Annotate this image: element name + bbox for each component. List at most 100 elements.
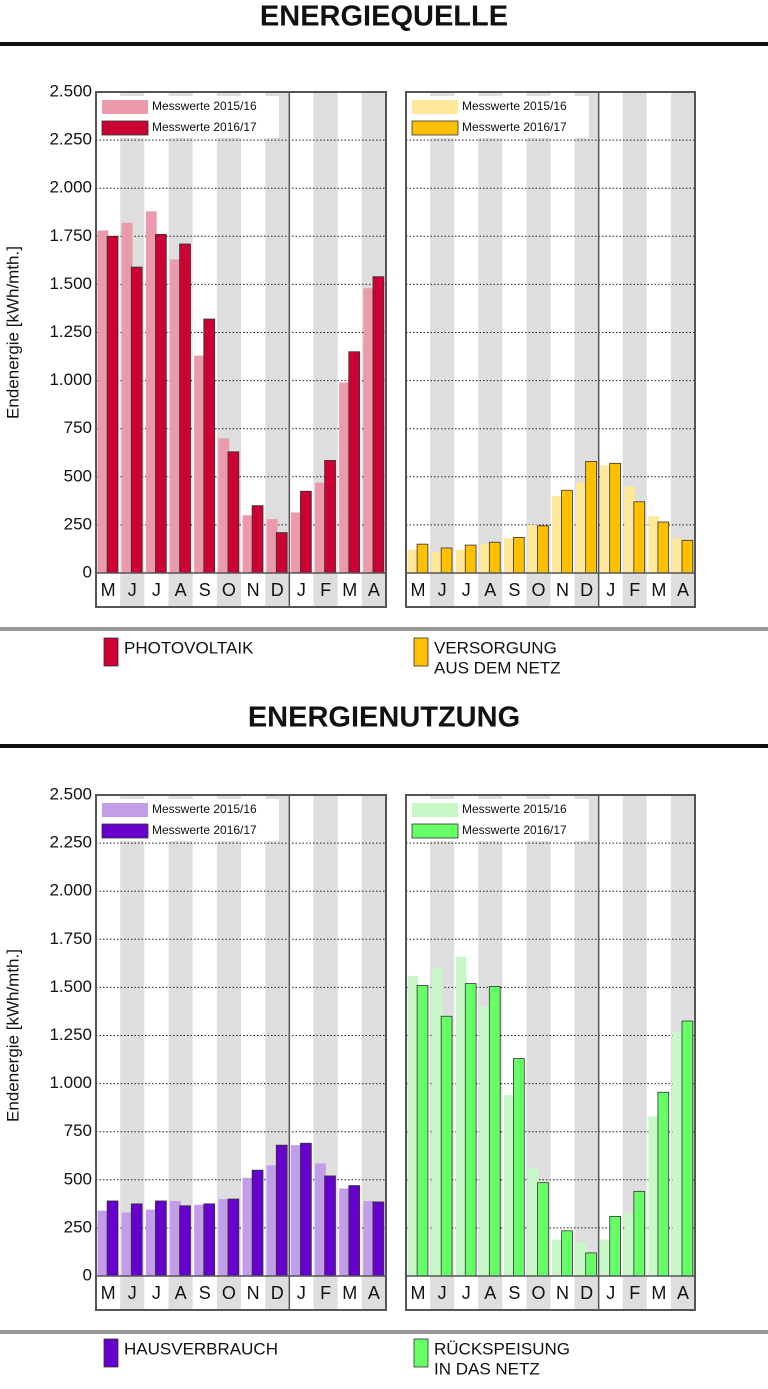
bar — [672, 538, 684, 573]
x-tick-label: M — [651, 580, 666, 600]
bar — [537, 525, 549, 574]
y-tick-label: 1.250 — [49, 1025, 92, 1044]
bar — [251, 505, 264, 574]
bar — [431, 551, 443, 573]
x-tick-label: J — [128, 1283, 137, 1303]
bar — [672, 1031, 684, 1276]
bar — [585, 1252, 597, 1277]
bar — [315, 482, 326, 573]
divider — [0, 42, 768, 46]
legend-swatch — [412, 803, 458, 817]
bar — [416, 543, 429, 574]
x-tick-label: F — [320, 580, 331, 600]
bar — [251, 1169, 264, 1277]
bar — [363, 1200, 375, 1276]
bar — [372, 276, 385, 574]
bar — [218, 1199, 230, 1276]
bar — [227, 451, 240, 574]
caption: IN DAS NETZ — [434, 1359, 540, 1378]
legend-swatch — [412, 100, 458, 114]
bar — [194, 355, 206, 573]
bar — [194, 1204, 206, 1276]
x-tick-label: N — [247, 1283, 260, 1303]
bar — [372, 1201, 385, 1277]
y-tick-label: 1.250 — [49, 322, 92, 341]
x-tick-label: J — [606, 1283, 615, 1303]
bar — [600, 465, 612, 573]
legend-label: Messwerte 2016/17 — [462, 120, 567, 134]
bar — [681, 1020, 694, 1277]
x-tick-label: M — [411, 1283, 426, 1303]
bar — [479, 1006, 491, 1276]
bar — [416, 985, 429, 1277]
bar — [576, 482, 587, 573]
plot-frame — [405, 794, 696, 1311]
x-tick-label: J — [462, 1283, 471, 1303]
x-tick-label: A — [175, 1283, 187, 1303]
divider — [0, 1330, 768, 1334]
legend-swatch — [102, 100, 148, 114]
bar — [440, 1015, 453, 1277]
caption-swatch — [413, 1338, 429, 1368]
column-stripe — [574, 795, 599, 1310]
legend-label: Messwerte 2015/16 — [152, 802, 257, 816]
x-tick-label: M — [101, 580, 116, 600]
y-axis-label: Endenergie [kWh/mth.] — [3, 949, 22, 1122]
plot-frame — [95, 794, 387, 1311]
y-tick-label: 1.750 — [49, 929, 92, 948]
x-tick-label: J — [128, 580, 137, 600]
bar — [275, 532, 288, 574]
bar — [633, 501, 646, 574]
x-tick-label: F — [320, 1283, 331, 1303]
x-tick-label: N — [556, 580, 569, 600]
y-tick-label: 250 — [64, 1217, 92, 1236]
bar — [624, 1212, 636, 1276]
bar — [455, 549, 467, 573]
x-tick-label: M — [342, 1283, 357, 1303]
x-tick-label: S — [508, 1283, 520, 1303]
x-tick-label: J — [297, 1283, 306, 1303]
bar — [145, 211, 157, 573]
bar — [648, 516, 660, 573]
bar — [315, 1163, 326, 1276]
legend-label: Messwerte 2016/17 — [152, 823, 257, 837]
bar — [363, 288, 375, 573]
bar — [130, 266, 143, 574]
bar — [266, 1165, 278, 1276]
x-tick-label: D — [271, 1283, 284, 1303]
x-tick-label: J — [606, 580, 615, 600]
legend-swatch — [101, 120, 149, 136]
bar — [121, 222, 133, 573]
bar — [300, 490, 312, 574]
x-tick-label: S — [199, 580, 211, 600]
bar — [431, 968, 443, 1276]
x-tick-label: M — [651, 1283, 666, 1303]
legend-label: Messwerte 2015/16 — [462, 802, 567, 816]
section-heading: ENERGIENUTZUNG — [248, 702, 520, 734]
caption: PHOTOVOLTAIK — [124, 638, 254, 657]
x-tick-label: D — [580, 1283, 593, 1303]
x-tick-label: N — [556, 1283, 569, 1303]
bar — [681, 539, 694, 574]
bar — [609, 462, 621, 574]
bar — [145, 1209, 157, 1276]
bar — [455, 956, 467, 1276]
x-tick-label: A — [368, 580, 380, 600]
x-tick-label: J — [152, 580, 161, 600]
bar — [657, 1091, 670, 1277]
bar — [242, 1177, 254, 1276]
plot-frame — [405, 91, 696, 608]
bar — [300, 1142, 312, 1277]
bar — [275, 1144, 288, 1277]
column-stripe — [526, 92, 551, 607]
bar — [527, 1168, 539, 1276]
bar — [464, 983, 477, 1277]
bar — [561, 489, 573, 574]
x-tick-label: S — [508, 580, 520, 600]
bar — [576, 1242, 587, 1276]
x-tick-label: A — [368, 1283, 380, 1303]
bar — [648, 1116, 660, 1276]
bar — [440, 547, 453, 574]
legend-label: Messwerte 2016/17 — [152, 120, 257, 134]
